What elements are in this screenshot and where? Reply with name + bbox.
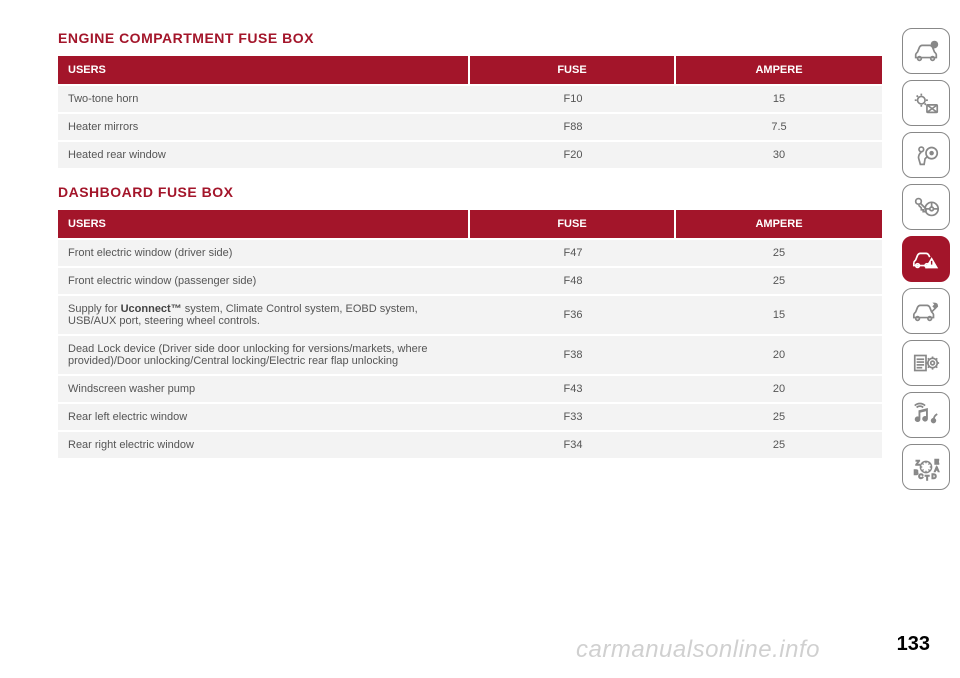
- cell-users: Rear right electric window: [58, 432, 470, 460]
- specs-gear-icon[interactable]: [902, 340, 950, 386]
- table-row: Dead Lock device (Driver side door unloc…: [58, 336, 882, 376]
- cell-users: Two-tone horn: [58, 86, 470, 114]
- table-row: Front electric window (driver side)F4725: [58, 240, 882, 268]
- cell-fuse: F43: [470, 376, 676, 404]
- cell-fuse: F20: [470, 142, 676, 170]
- car-warning-icon[interactable]: [902, 236, 950, 282]
- cell-ampere: 20: [676, 336, 882, 376]
- cell-ampere: 15: [676, 86, 882, 114]
- cell-ampere: 25: [676, 432, 882, 460]
- sidebar-nav: iZEBADCT: [902, 0, 960, 678]
- table-row: Front electric window (passenger side)F4…: [58, 268, 882, 296]
- col-fuse: FUSE: [470, 210, 676, 240]
- col-ampere: AMPERE: [676, 56, 882, 86]
- car-service-icon[interactable]: [902, 288, 950, 334]
- table-header-row: USERS FUSE AMPERE: [58, 210, 882, 240]
- svg-text:D: D: [932, 473, 937, 480]
- engine-fuse-table: USERS FUSE AMPERE Two-tone hornF1015Heat…: [58, 56, 882, 170]
- col-users: USERS: [58, 56, 470, 86]
- cell-fuse: F36: [470, 296, 676, 336]
- cell-ampere: 25: [676, 404, 882, 432]
- svg-text:Z: Z: [916, 460, 920, 467]
- page-container: ENGINE COMPARTMENT FUSE BOX USERS FUSE A…: [0, 0, 960, 678]
- cell-users: Windscreen washer pump: [58, 376, 470, 404]
- cell-fuse: F38: [470, 336, 676, 376]
- cell-ampere: 30: [676, 142, 882, 170]
- cell-fuse: F33: [470, 404, 676, 432]
- engine-heading: ENGINE COMPARTMENT FUSE BOX: [58, 30, 882, 46]
- cell-users: Heated rear window: [58, 142, 470, 170]
- dashboard-fuse-table: USERS FUSE AMPERE Front electric window …: [58, 210, 882, 460]
- cell-users: Supply for Uconnect™ system, Climate Con…: [58, 296, 470, 336]
- cell-ampere: 25: [676, 268, 882, 296]
- table-row: Supply for Uconnect™ system, Climate Con…: [58, 296, 882, 336]
- cell-ampere: 7.5: [676, 114, 882, 142]
- cell-fuse: F48: [470, 268, 676, 296]
- cell-users: Rear left electric window: [58, 404, 470, 432]
- index-icon[interactable]: ZEBADCT: [902, 444, 950, 490]
- dashboard-heading: DASHBOARD FUSE BOX: [58, 184, 882, 200]
- watermark-text: carmanualsonline.info: [576, 636, 820, 664]
- table-row: Two-tone hornF1015: [58, 86, 882, 114]
- dashboard-light-icon[interactable]: [902, 80, 950, 126]
- cell-fuse: F10: [470, 86, 676, 114]
- cell-users: Front electric window (driver side): [58, 240, 470, 268]
- table-row: Windscreen washer pumpF4320: [58, 376, 882, 404]
- col-fuse: FUSE: [470, 56, 676, 86]
- svg-text:C: C: [919, 473, 924, 480]
- col-users: USERS: [58, 210, 470, 240]
- table-header-row: USERS FUSE AMPERE: [58, 56, 882, 86]
- page-number: 133: [897, 633, 930, 656]
- table-row: Rear left electric windowF3325: [58, 404, 882, 432]
- cell-fuse: F88: [470, 114, 676, 142]
- cell-fuse: F47: [470, 240, 676, 268]
- table-row: Heated rear windowF2030: [58, 142, 882, 170]
- cell-users: Heater mirrors: [58, 114, 470, 142]
- svg-text:E: E: [934, 459, 939, 466]
- cell-users: Front electric window (passenger side): [58, 268, 470, 296]
- cell-ampere: 15: [676, 296, 882, 336]
- cell-fuse: F34: [470, 432, 676, 460]
- svg-text:T: T: [925, 475, 929, 482]
- cell-ampere: 25: [676, 240, 882, 268]
- key-steering-icon[interactable]: [902, 184, 950, 230]
- content-area: ENGINE COMPARTMENT FUSE BOX USERS FUSE A…: [0, 0, 902, 678]
- cell-ampere: 20: [676, 376, 882, 404]
- table-row: Rear right electric windowF3425: [58, 432, 882, 460]
- airbag-icon[interactable]: [902, 132, 950, 178]
- multimedia-icon[interactable]: [902, 392, 950, 438]
- cell-users: Dead Lock device (Driver side door unloc…: [58, 336, 470, 376]
- table-row: Heater mirrorsF887.5: [58, 114, 882, 142]
- col-ampere: AMPERE: [676, 210, 882, 240]
- car-info-icon[interactable]: i: [902, 28, 950, 74]
